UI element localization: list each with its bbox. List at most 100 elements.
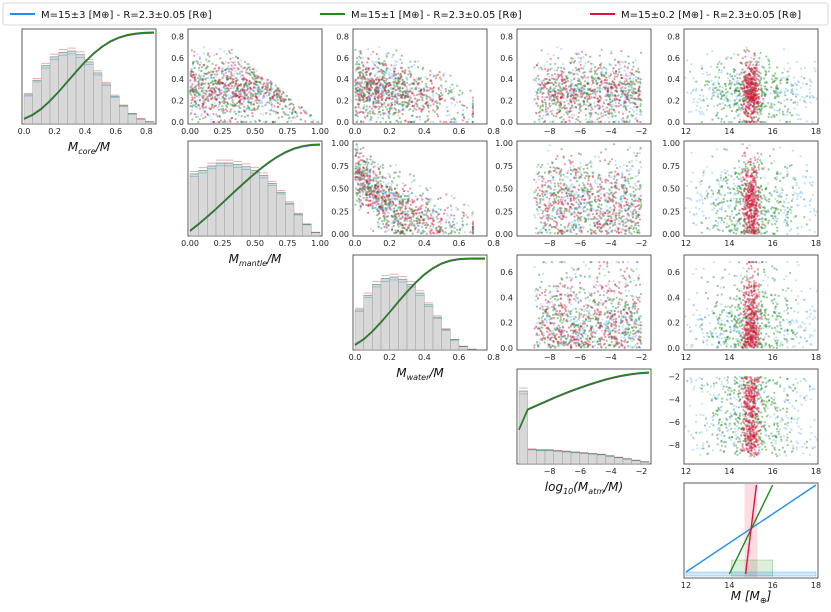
scatter-point <box>374 88 378 91</box>
scatter-point <box>379 207 382 210</box>
scatter-point <box>740 95 743 98</box>
scatter-point <box>619 104 622 107</box>
scatter-point <box>193 66 196 69</box>
scatter-point <box>391 98 394 101</box>
scatter-point <box>395 82 398 85</box>
scatter-point <box>576 95 579 98</box>
scatter-point <box>629 74 632 77</box>
scatter-point <box>405 76 408 79</box>
scatter-point <box>430 88 433 91</box>
scatter-point <box>618 84 621 87</box>
scatter-point <box>738 108 741 111</box>
scatter-point <box>217 88 220 91</box>
scatter-point <box>630 89 633 92</box>
scatter-point <box>471 105 474 108</box>
scatter-point <box>193 93 196 97</box>
scatter-point <box>470 214 473 217</box>
scatter-point <box>198 78 201 81</box>
scatter-point <box>615 105 618 108</box>
scatter-point <box>234 55 238 58</box>
scatter-point <box>208 107 211 110</box>
scatter-point <box>392 87 395 90</box>
scatter-point <box>426 86 429 89</box>
scatter-point <box>397 88 400 91</box>
scatter-point <box>414 97 417 100</box>
scatter-point <box>414 87 418 91</box>
scatter-point <box>243 105 246 108</box>
scatter-point <box>360 85 363 88</box>
scatter-point <box>610 103 613 106</box>
scatter-point <box>364 108 368 111</box>
scatter-point <box>367 174 370 177</box>
scatter-point <box>257 99 260 102</box>
scatter-point <box>271 97 274 100</box>
scatter-point <box>626 93 630 97</box>
scatter-point <box>366 61 369 64</box>
scatter-point <box>747 106 751 109</box>
scatter-point <box>771 106 774 109</box>
scatter-point <box>554 96 557 100</box>
scatter-point <box>797 81 801 84</box>
scatter-point <box>215 70 218 73</box>
scatter-point <box>581 76 584 79</box>
scatter-point <box>403 107 406 110</box>
scatter-point <box>419 87 422 90</box>
scatter-point <box>424 102 427 105</box>
scatter-point <box>638 97 642 100</box>
scatter-point <box>390 92 393 95</box>
scatter-point <box>212 120 215 124</box>
scatter-point <box>449 86 452 89</box>
scatter-point <box>368 81 371 85</box>
scatter-point <box>257 91 260 95</box>
scatter-point <box>359 176 362 179</box>
scatter-point <box>734 68 737 72</box>
legend-frame <box>2 2 829 26</box>
scatter-point <box>228 84 231 87</box>
scatter-point <box>377 86 380 89</box>
scatter-point <box>584 108 587 111</box>
scatter-point <box>385 206 388 209</box>
scatter-point <box>559 102 562 105</box>
scatter-point <box>544 105 548 108</box>
scatter-point <box>599 90 602 93</box>
scatter-point <box>204 97 207 100</box>
scatter-point <box>733 89 736 93</box>
scatter-point <box>380 62 383 65</box>
scatter-point <box>751 72 754 75</box>
scatter-point <box>238 91 241 94</box>
scatter-point <box>381 106 384 109</box>
scatter-point <box>753 66 756 69</box>
scatter-point <box>247 106 250 109</box>
scatter-point <box>796 61 799 64</box>
scatter-point <box>236 83 239 86</box>
scatter-point <box>189 89 192 92</box>
scatter-point <box>381 103 384 106</box>
scatter-point <box>624 93 627 96</box>
scatter-point <box>751 98 754 102</box>
scatter-point <box>199 77 202 80</box>
scatter-point <box>218 101 221 104</box>
scatter-point <box>363 86 366 89</box>
scatter-point <box>598 63 602 66</box>
scatter-point <box>262 92 265 95</box>
scatter-point <box>745 96 748 99</box>
scatter-point <box>543 78 546 81</box>
scatter-point <box>749 76 752 79</box>
scatter-point <box>373 97 376 100</box>
scatter-point <box>753 78 756 81</box>
scatter-point <box>403 216 406 219</box>
scatter-point <box>453 196 456 199</box>
scatter-point <box>565 107 568 110</box>
scatter-point <box>385 83 388 86</box>
scatter-point <box>262 83 265 86</box>
scatter-point <box>440 94 443 97</box>
scatter-point <box>210 118 213 121</box>
scatter-point <box>209 114 212 117</box>
scatter-point <box>365 166 368 169</box>
scatter-point <box>272 91 275 94</box>
scatter-point <box>548 78 551 81</box>
scatter-point <box>717 88 720 91</box>
scatter-point <box>774 90 778 93</box>
scatter-point <box>246 97 249 100</box>
scatter-point <box>395 82 398 85</box>
